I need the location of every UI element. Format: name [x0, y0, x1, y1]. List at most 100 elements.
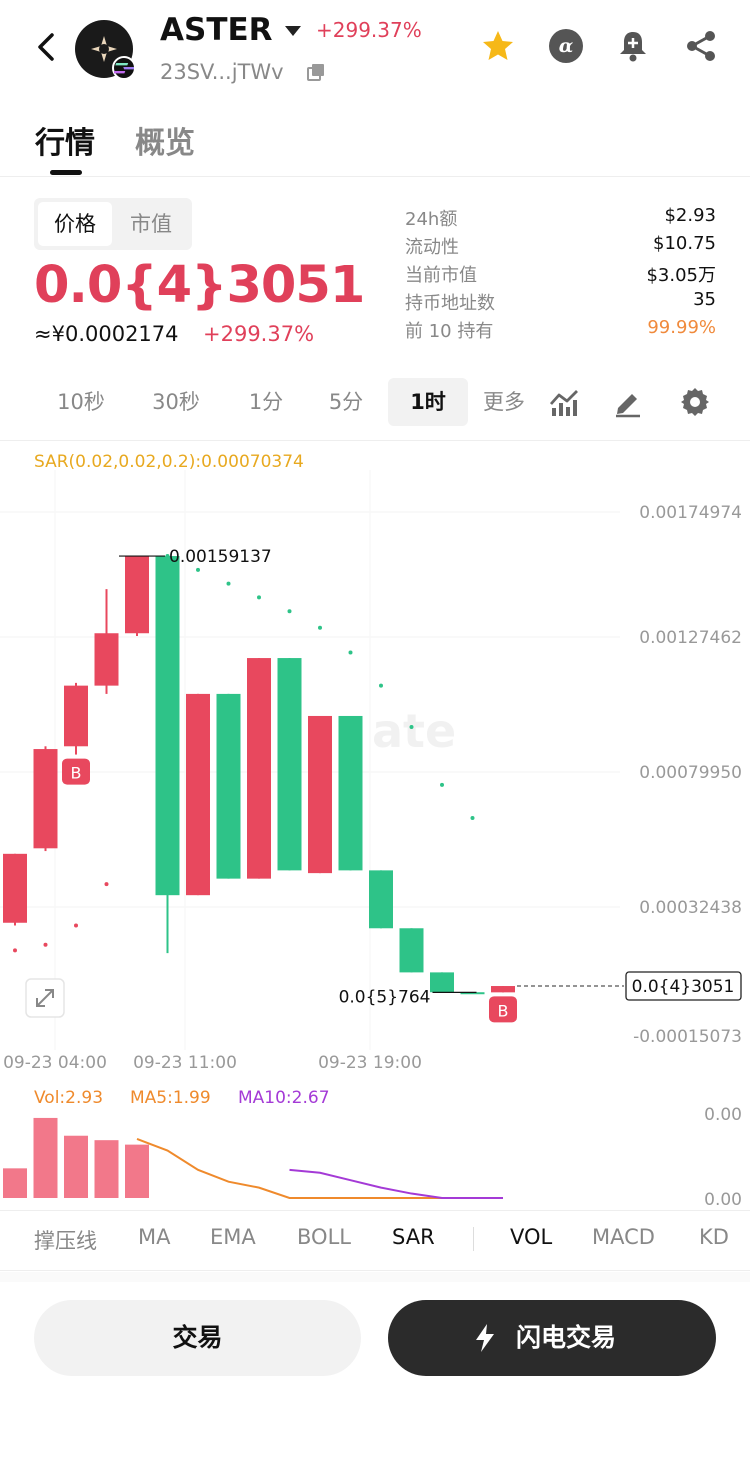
aster-logo-icon — [91, 36, 117, 62]
scroll-fade — [520, 380, 550, 424]
tab-overview[interactable]: 概览 — [135, 126, 195, 161]
back-arrow-icon[interactable] — [30, 30, 64, 64]
y-axis-label: 0.00032438 — [639, 898, 742, 918]
candle-body — [491, 986, 515, 993]
low-annotation: 0.0{5}764 — [339, 987, 431, 1007]
flash-trade-button[interactable]: 闪电交易 — [388, 1300, 716, 1376]
indicator-ema[interactable]: EMA — [210, 1225, 256, 1249]
candle-body — [33, 749, 58, 849]
volume-bar — [33, 1117, 58, 1198]
sar-dot — [74, 923, 78, 928]
token-name[interactable]: ASTER — [160, 12, 273, 48]
alpha-icon[interactable]: α — [548, 28, 584, 64]
buy-marker — [489, 996, 517, 1023]
divider — [0, 1270, 750, 1271]
indicator-sar[interactable]: SAR — [392, 1225, 435, 1249]
indicator-separator — [473, 1227, 474, 1251]
candle-body — [277, 658, 302, 871]
candles — [3, 556, 515, 995]
volume-bar — [64, 1135, 88, 1198]
sar-dot — [165, 554, 170, 559]
y-axis-label: 0.00079950 — [639, 763, 742, 783]
volume-axis-labels: 0.00 0.00 — [704, 1105, 742, 1210]
header-price-change: +299.37% — [316, 18, 422, 42]
current-price-tag: 0.0{4}3051 — [632, 977, 735, 997]
price-annotations: 0.00159137 0.0{5}764 0.0{4}3051 — [119, 547, 742, 1007]
interval-10s[interactable]: 10秒 — [57, 390, 105, 414]
candle-body — [460, 992, 485, 995]
sar-dot — [226, 581, 231, 586]
draw-pen-icon[interactable] — [612, 386, 644, 418]
volume-axis-label: 0.00 — [704, 1190, 742, 1210]
sar-dot — [440, 782, 444, 787]
tab-active-indicator — [50, 170, 82, 175]
add-alert-bell-icon[interactable] — [615, 28, 651, 64]
token-header: ASTER +299.37% 23SV...jTWv α — [0, 0, 750, 100]
candle-body — [338, 715, 363, 871]
cny-price: ≈¥0.0002174 — [34, 322, 179, 346]
share-icon[interactable] — [683, 28, 719, 64]
star-icon[interactable] — [480, 28, 516, 64]
divider — [0, 176, 750, 177]
ma10-line — [289, 1168, 503, 1199]
stat-label-holders: 持币地址数 — [405, 293, 495, 314]
price-change: +299.37% — [203, 322, 315, 346]
indicator-support-resistance[interactable]: 撑压线 — [34, 1229, 97, 1253]
copy-icon[interactable] — [306, 62, 326, 82]
interval-30s[interactable]: 30秒 — [152, 390, 200, 414]
interval-1h[interactable]: 1时 — [388, 378, 468, 426]
stat-value-top10: 99.99% — [647, 317, 716, 338]
x-axis-label: 09-23 11:00 — [133, 1053, 237, 1073]
settings-gear-icon[interactable] — [679, 386, 711, 418]
volume-bar — [125, 1144, 149, 1198]
buy-markers: BB — [62, 758, 517, 1023]
stat-label-liquidity: 流动性 — [405, 237, 459, 258]
sar-dot — [287, 609, 292, 614]
sar-dot — [196, 567, 200, 572]
candle-body — [247, 658, 271, 879]
interval-1m[interactable]: 1分 — [248, 390, 284, 414]
segment-price[interactable]: 价格 — [38, 202, 112, 246]
volume-legend-vol: Vol:2.93 — [34, 1088, 104, 1108]
sar-dot — [43, 942, 48, 947]
candle-body — [369, 870, 393, 929]
volume-bars — [3, 1117, 149, 1198]
sar-indicator-value: SAR(0.02,0.02,0.2):0.00070374 — [34, 452, 304, 472]
chart-type-icon[interactable] — [548, 386, 580, 418]
ma5-line — [136, 1138, 503, 1199]
segment-market-cap[interactable]: 市值 — [130, 212, 172, 236]
tab-market[interactable]: 行情 — [35, 126, 95, 161]
candle-body — [216, 693, 241, 879]
flash-trade-label: 闪电交易 — [516, 1323, 617, 1352]
interval-more[interactable]: 更多 — [483, 390, 525, 414]
current-price-box — [625, 971, 742, 1001]
indicator-kd[interactable]: KD — [699, 1225, 729, 1249]
candle-body — [125, 556, 149, 634]
volume-bar — [94, 1140, 119, 1198]
sar-dot — [257, 595, 261, 600]
volume-ma-lines — [136, 1138, 503, 1199]
sar-dot — [470, 815, 475, 820]
y-axis-label: -0.00015073 — [633, 1027, 742, 1047]
trade-button[interactable]: 交易 — [34, 1300, 361, 1376]
indicator-boll[interactable]: BOLL — [297, 1225, 351, 1249]
candle-body — [399, 928, 424, 973]
indicator-macd[interactable]: MACD — [592, 1225, 655, 1249]
section-gap — [0, 1272, 750, 1282]
interval-5m[interactable]: 5分 — [328, 390, 364, 414]
candle-body — [186, 693, 210, 896]
sar-dot — [13, 948, 17, 953]
expand-chart-button[interactable] — [25, 978, 65, 1018]
y-axis-label: 0.00174974 — [639, 503, 742, 523]
stat-label-top10: 前 10 持有 — [405, 321, 494, 342]
solana-chain-icon — [112, 56, 137, 80]
indicator-ma[interactable]: MA — [138, 1225, 171, 1249]
sar-dot — [318, 625, 322, 630]
volume-bar — [3, 1168, 27, 1198]
svg-text:α: α — [559, 35, 574, 57]
candlestick-chart[interactable]: ate 0.00174974 0.00127462 0.00079950 0.0003… — [0, 440, 750, 1220]
candle-body — [94, 633, 119, 686]
token-logo — [75, 20, 137, 80]
indicator-vol[interactable]: VOL — [510, 1225, 553, 1249]
chevron-down-icon[interactable] — [285, 26, 301, 36]
